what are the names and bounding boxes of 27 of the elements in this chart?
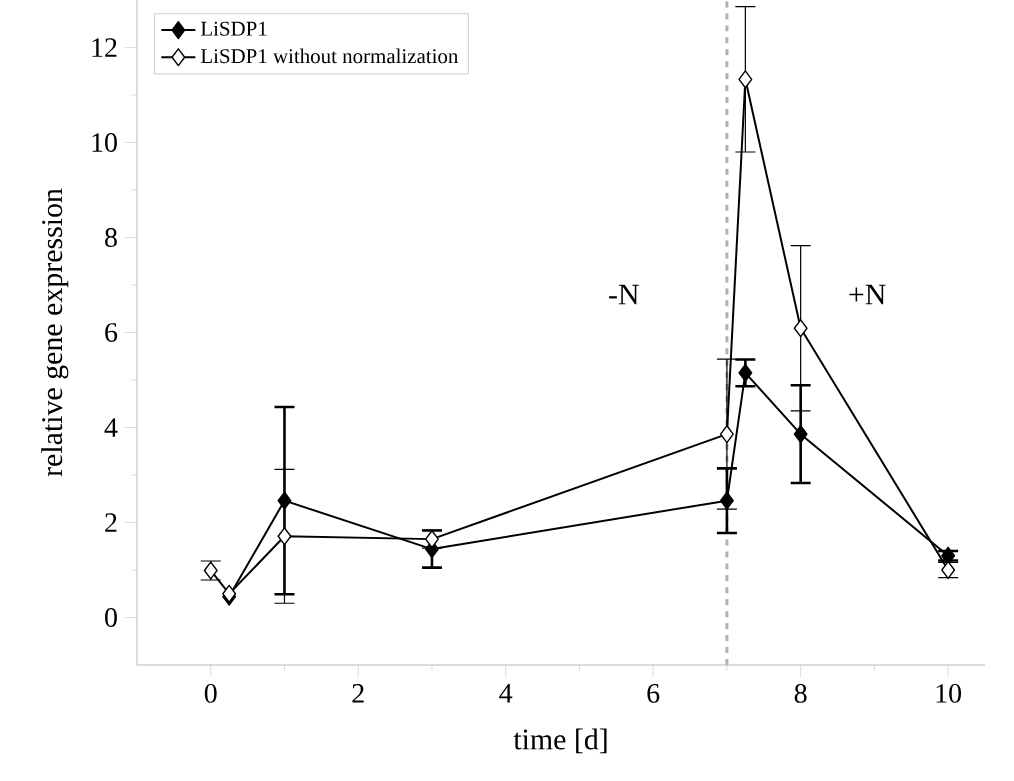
y-tick-label: 4 bbox=[104, 418, 118, 437]
point bbox=[793, 425, 808, 444]
x-tick-label: 2 bbox=[352, 684, 364, 703]
point bbox=[793, 319, 808, 338]
x-tick-label: 10 bbox=[936, 684, 962, 703]
x-tick-label: 0 bbox=[204, 684, 217, 703]
y-tick-label: 6 bbox=[105, 323, 118, 342]
y-tick-label: 0 bbox=[105, 608, 117, 627]
legend-label: LiSDP1 without normalization bbox=[200, 48, 459, 64]
x-tick-label: 8 bbox=[794, 684, 807, 703]
point bbox=[719, 425, 734, 444]
y-axis-title: relative gene expression bbox=[41, 188, 69, 477]
point bbox=[738, 70, 753, 89]
point bbox=[738, 363, 753, 382]
x-tick-label: 6 bbox=[647, 684, 660, 703]
x-axis-title: time [d] bbox=[513, 728, 607, 754]
x-tick-label: 4 bbox=[499, 684, 513, 703]
y-tick-label: 2 bbox=[105, 513, 117, 532]
y-tick-label: 10 bbox=[92, 133, 117, 152]
point bbox=[277, 527, 292, 546]
point bbox=[719, 491, 734, 510]
annotation: -N bbox=[609, 284, 639, 305]
point bbox=[277, 491, 292, 510]
legend-label: LiSDP1 bbox=[200, 21, 267, 36]
annotation: +N bbox=[849, 284, 886, 305]
y-tick-label: 12 bbox=[92, 38, 117, 57]
y-tick-label: 8 bbox=[105, 228, 117, 247]
